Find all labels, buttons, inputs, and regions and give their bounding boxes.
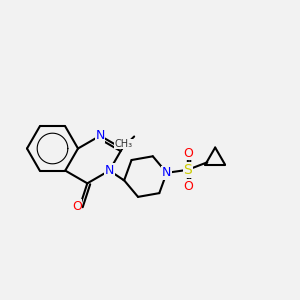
Text: N: N	[162, 166, 171, 179]
Text: O: O	[72, 200, 82, 213]
Text: S: S	[183, 163, 192, 177]
Text: CH₃: CH₃	[115, 139, 133, 149]
Text: N: N	[95, 129, 105, 142]
Text: O: O	[183, 180, 193, 193]
Text: N: N	[105, 164, 114, 177]
Text: O: O	[183, 147, 193, 160]
